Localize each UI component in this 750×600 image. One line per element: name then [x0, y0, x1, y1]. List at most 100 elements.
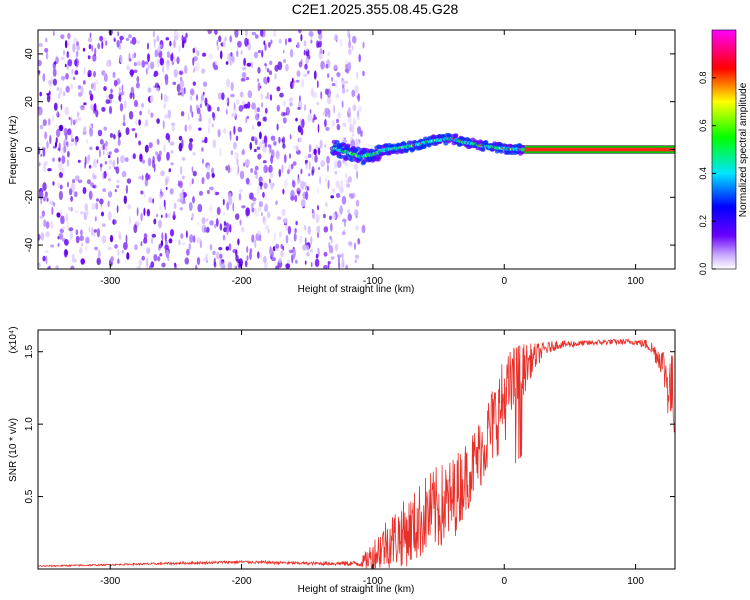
noise-speck	[216, 106, 220, 112]
x-tick-label: -200	[232, 276, 252, 287]
noise-speck	[164, 114, 169, 119]
noise-speck	[353, 242, 357, 250]
noise-speck	[331, 213, 336, 220]
noise-speck	[131, 128, 136, 132]
noise-speck	[308, 173, 311, 177]
noise-speck	[339, 38, 343, 47]
noise-speck	[182, 157, 186, 161]
noise-speck	[208, 53, 213, 60]
noise-speck	[70, 206, 73, 212]
spectrogram-x-label: Height of straight line (km)	[298, 284, 415, 295]
noise-speck	[196, 237, 201, 244]
noise-speck	[313, 148, 317, 156]
noise-speck	[171, 122, 176, 126]
noise-speck	[225, 61, 229, 65]
noise-speck	[303, 40, 307, 47]
noise-speck	[182, 175, 185, 180]
noise-speck	[233, 125, 236, 135]
noise-speck	[246, 255, 249, 261]
noise-speck	[87, 73, 91, 78]
noise-speck	[52, 202, 56, 207]
noise-speck	[55, 265, 59, 269]
noise-speck	[327, 73, 330, 78]
noise-speck	[88, 164, 92, 169]
noise-speck	[123, 242, 128, 250]
noise-speck	[97, 42, 101, 50]
snr-panel: -300 -200 -100 0 100 0.5 1.0 1.5 Height of str…	[8, 326, 676, 595]
noise-speck	[103, 86, 107, 92]
x-tick-label: 100	[627, 576, 644, 587]
noise-speck	[240, 77, 246, 82]
noise-speck	[58, 124, 64, 132]
noise-speck	[126, 178, 132, 184]
ridge-halo	[345, 143, 351, 148]
noise-speck	[331, 76, 334, 82]
noise-speck	[259, 141, 262, 149]
noise-speck	[68, 116, 71, 120]
noise-speck	[308, 161, 311, 170]
y-tick-label: 40	[24, 48, 35, 60]
noise-speck	[257, 78, 260, 83]
noise-speck	[192, 57, 195, 66]
noise-speck	[90, 104, 95, 111]
ridge-halo	[394, 150, 400, 155]
noise-speck	[242, 66, 247, 71]
noise-speck	[297, 106, 301, 110]
noise-speck	[307, 113, 313, 122]
noise-speck	[143, 191, 146, 199]
noise-speck	[121, 90, 125, 96]
noise-speck	[150, 112, 154, 118]
noise-speck	[317, 186, 320, 195]
noise-speck	[77, 159, 81, 163]
noise-speck	[330, 256, 335, 260]
noise-speck	[262, 160, 267, 164]
noise-speck	[335, 93, 340, 99]
noise-speck	[184, 124, 188, 132]
noise-speck	[350, 139, 356, 148]
noise-speck	[179, 165, 183, 175]
noise-speck	[64, 239, 69, 246]
noise-speck	[92, 82, 97, 92]
noise-speck	[128, 110, 134, 120]
noise-speck	[181, 200, 186, 205]
noise-speck	[185, 32, 188, 38]
noise-speck	[240, 50, 243, 55]
noise-speck	[136, 60, 141, 67]
noise-speck	[346, 183, 350, 188]
noise-speck	[245, 116, 248, 124]
noise-speck	[209, 203, 213, 214]
noise-speck	[124, 157, 129, 163]
noise-speck	[290, 189, 295, 199]
noise-speck	[93, 71, 96, 78]
noise-speck	[276, 86, 281, 92]
noise-speck	[66, 53, 70, 59]
noise-speck	[209, 186, 214, 191]
noise-speck	[278, 38, 282, 44]
noise-speck	[45, 221, 50, 229]
noise-speck	[192, 235, 196, 243]
noise-speck	[315, 253, 319, 259]
noise-speck	[232, 141, 237, 150]
noise-speck	[253, 51, 259, 59]
noise-speck	[89, 127, 94, 137]
noise-speck	[135, 82, 140, 89]
noise-speck	[273, 141, 277, 146]
noise-speck	[139, 110, 142, 116]
noise-speck	[86, 179, 91, 185]
noise-speck	[145, 67, 148, 76]
noise-speck	[64, 63, 67, 68]
noise-speck	[61, 226, 66, 230]
y-tick-label: 0.5	[24, 489, 35, 503]
noise-speck	[57, 92, 61, 100]
noise-speck	[118, 230, 122, 240]
noise-speck	[176, 56, 180, 65]
noise-speck	[247, 90, 253, 98]
noise-speck	[184, 64, 188, 74]
noise-speck	[193, 56, 198, 62]
noise-speck	[257, 121, 262, 127]
noise-speck	[66, 221, 70, 230]
noise-speck	[335, 80, 338, 89]
noise-speck	[236, 98, 240, 105]
noise-speck	[159, 206, 162, 211]
noise-speck	[336, 72, 341, 78]
